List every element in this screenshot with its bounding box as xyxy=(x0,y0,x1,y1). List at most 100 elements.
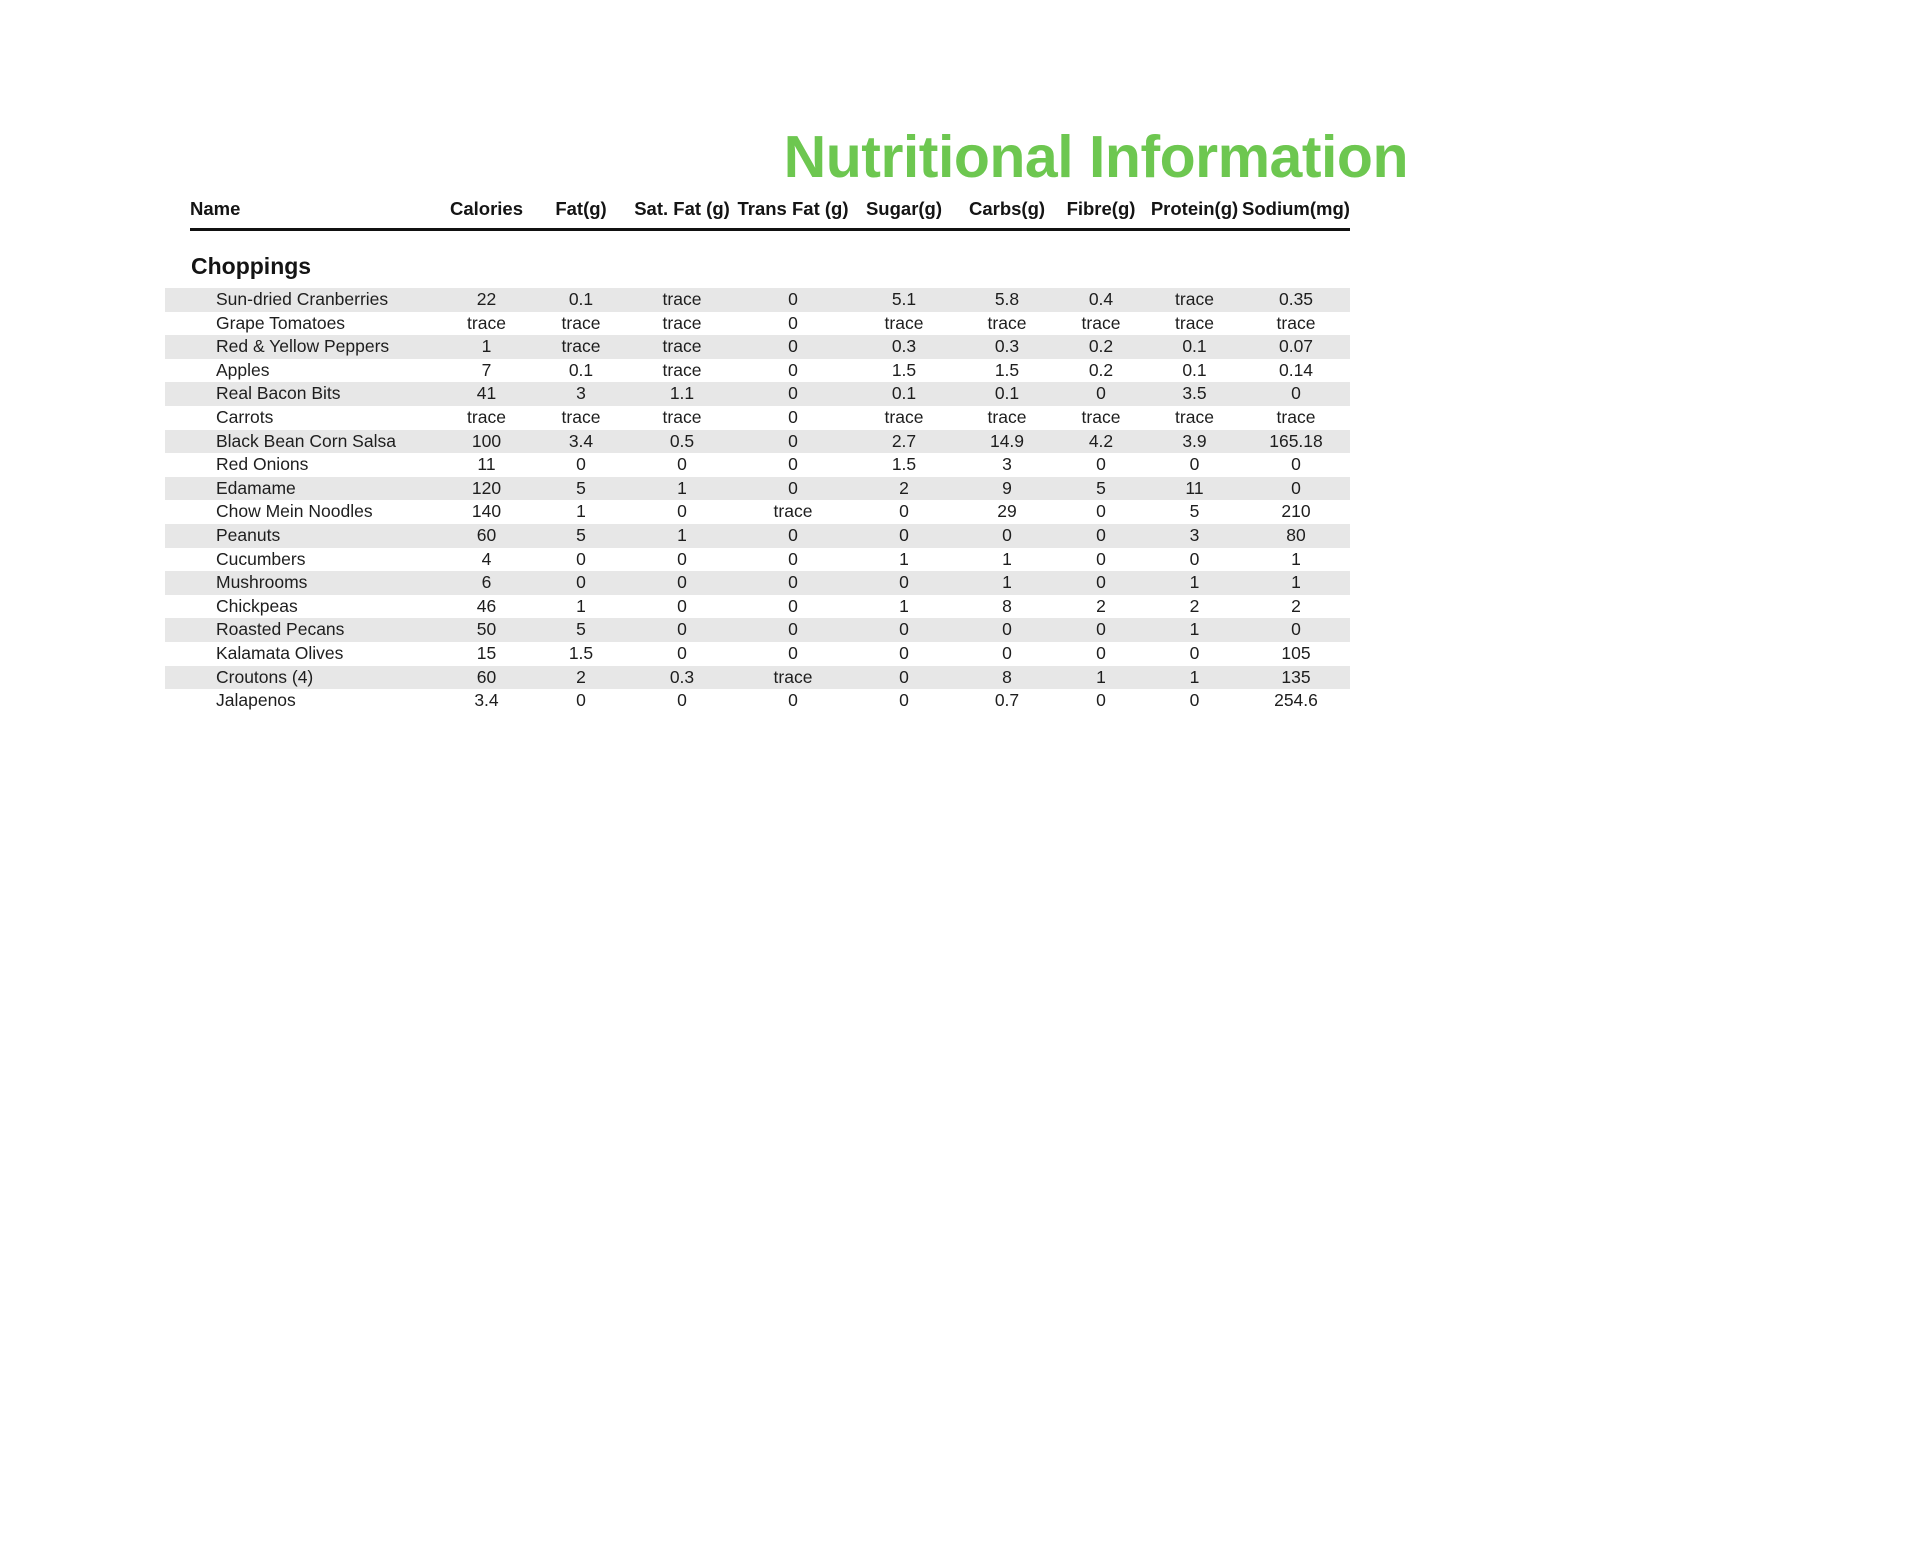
cell-sat-fat: 0.5 xyxy=(627,429,737,454)
cell-sodium: 0 xyxy=(1242,382,1350,406)
cell-item-name: Kalamata Olives xyxy=(216,642,344,663)
cell-sat-fat: trace xyxy=(662,406,702,427)
cell-item-name: Grape Tomatoes xyxy=(216,312,346,333)
table-row[interactable]: Cucumbers 4 0 0 0 1 1 0 0 1 xyxy=(165,548,1350,572)
cell-calories: 60 xyxy=(438,523,535,548)
cell-sugar: 1 xyxy=(899,595,909,616)
cell-sat-fat: 1.1 xyxy=(627,382,737,406)
cell-trans-fat: 0 xyxy=(737,618,849,642)
table-row[interactable]: Peanuts 60 5 1 0 0 0 0 3 80 xyxy=(165,523,1350,548)
column-header-sodium: Sodium(mg) xyxy=(1242,198,1350,231)
cell-sodium: 1 xyxy=(1291,548,1301,569)
cell-carbs: 8 xyxy=(959,665,1055,690)
cell-item-name: Black Bean Corn Salsa xyxy=(190,429,438,454)
cell-sugar: 0 xyxy=(899,690,909,711)
table-row[interactable]: Kalamata Olives 15 1.5 0 0 0 0 0 0 105 xyxy=(165,642,1350,666)
cell-fibre: 0 xyxy=(1096,690,1106,711)
table-row[interactable]: Carrots trace trace trace 0 trace trace trace tr… xyxy=(165,406,1350,430)
table-row[interactable]: Red & Yellow Peppers 1 trace trace 0 0.3 0.3 0.… xyxy=(165,335,1350,359)
table-row[interactable]: Apples 7 0.1 trace 0 1.5 1.5 0.2 0.1 0.14 xyxy=(165,359,1350,383)
cell-trans-fat: 0 xyxy=(737,288,849,312)
cell-fat: 0.1 xyxy=(568,359,594,380)
table-row[interactable]: Grape Tomatoes trace trace trace 0 trace trace… xyxy=(165,312,1350,336)
cell-calories: 60 xyxy=(438,665,535,690)
nutrition-table: Name Calories Fat(g) Sat. Fat (g) Trans … xyxy=(165,198,1350,713)
cell-fat: 3 xyxy=(535,382,627,406)
cell-protein: 1 xyxy=(1147,618,1242,642)
cell-fat: trace xyxy=(561,406,601,427)
cell-carbs: 1 xyxy=(1002,548,1012,569)
table-row[interactable]: Chow Mein Noodles 140 1 0 trace 0 29 0 5 210 xyxy=(165,500,1350,524)
cell-carbs: trace xyxy=(987,312,1027,333)
table-section-header: Choppings xyxy=(165,230,1350,289)
cell-sugar: 0.1 xyxy=(849,382,959,406)
cell-item-name: Red Onions xyxy=(216,454,309,475)
table-row[interactable]: Jalapenos 3.4 0 0 0 0 0.7 0 0 254.6 xyxy=(165,689,1350,713)
page-title: Nutritional Information xyxy=(783,123,1409,190)
cell-trans-fat: 0 xyxy=(788,359,798,380)
table-row[interactable]: Edamame 120 5 1 0 2 9 5 11 0 xyxy=(165,476,1350,501)
table-row[interactable]: Croutons (4) 60 2 0.3 trace 0 8 1 1 135 xyxy=(165,665,1350,690)
cell-sat-fat: 0 xyxy=(677,690,687,711)
cell-fibre: 1 xyxy=(1055,665,1147,690)
cell-carbs: 0 xyxy=(959,618,1055,642)
table-row[interactable]: Roasted Pecans 50 5 0 0 0 0 0 1 0 xyxy=(165,618,1350,642)
cell-fat: 0 xyxy=(535,571,627,595)
row-spacer-cell xyxy=(165,642,190,666)
cell-carbs: 9 xyxy=(959,476,1055,501)
cell-sugar: 0 xyxy=(849,523,959,548)
cell-sat-fat: trace xyxy=(662,359,702,380)
cell-item-name: Real Bacon Bits xyxy=(190,382,438,406)
cell-protein: 5 xyxy=(1189,501,1200,522)
nutrition-table-container: Name Calories Fat(g) Sat. Fat (g) Trans … xyxy=(165,198,1365,713)
cell-item-name: Jalapenos xyxy=(216,690,296,711)
row-spacer-cell xyxy=(165,406,190,430)
table-row[interactable]: Chickpeas 46 1 0 0 1 8 2 2 2 xyxy=(165,595,1350,619)
cell-fibre: 0 xyxy=(1096,548,1106,569)
cell-protein: 0.1 xyxy=(1147,335,1242,359)
cell-protein: 11 xyxy=(1147,476,1242,501)
cell-item-name: Carrots xyxy=(216,406,274,427)
table-row[interactable]: Red Onions 11 0 0 0 1.5 3 0 0 0 xyxy=(165,453,1350,477)
cell-protein: trace xyxy=(1175,312,1214,333)
cell-item-name: Chow Mein Noodles xyxy=(216,501,373,522)
cell-sugar: 0.3 xyxy=(849,335,959,359)
cell-sodium: 0.35 xyxy=(1242,288,1350,312)
cell-calories: 140 xyxy=(471,501,502,522)
cell-protein: trace xyxy=(1175,406,1214,427)
cell-sodium: 210 xyxy=(1281,501,1311,522)
cell-fibre: trace xyxy=(1081,406,1121,427)
cell-fibre: 0 xyxy=(1055,523,1147,548)
cell-sodium: 135 xyxy=(1242,665,1350,690)
cell-sugar: 0 xyxy=(849,618,959,642)
cell-fat: trace xyxy=(561,312,601,333)
table-row[interactable]: Real Bacon Bits 41 3 1.1 0 0.1 0.1 0 3.5 0 xyxy=(165,382,1350,406)
cell-sat-fat: trace xyxy=(627,335,737,359)
table-row[interactable]: Black Bean Corn Salsa 100 3.4 0.5 0 2.7 14.9 4.… xyxy=(165,429,1350,454)
cell-fat: 5 xyxy=(535,476,627,501)
cell-sodium: 0 xyxy=(1291,454,1301,475)
cell-sodium: 80 xyxy=(1242,523,1350,548)
row-spacer-cell xyxy=(165,429,190,454)
cell-sodium: 2 xyxy=(1291,595,1301,616)
column-header-protein: Protein(g) xyxy=(1147,198,1242,231)
cell-sodium: trace xyxy=(1276,312,1316,333)
cell-calories: 7 xyxy=(481,359,492,380)
row-spacer-cell xyxy=(165,359,190,383)
column-header-fat: Fat(g) xyxy=(535,198,627,231)
cell-item-name: Edamame xyxy=(190,476,438,501)
cell-calories: 46 xyxy=(476,595,497,616)
cell-calories: 120 xyxy=(438,476,535,501)
cell-sat-fat: 0.3 xyxy=(627,665,737,690)
cell-fibre: 0 xyxy=(1055,618,1147,642)
table-row[interactable]: Mushrooms 6 0 0 0 0 1 0 1 1 xyxy=(165,571,1350,595)
table-row[interactable]: Sun-dried Cranberries 22 0.1 trace 0 5.1 5.8 0.… xyxy=(165,288,1350,312)
cell-sugar: 0 xyxy=(899,642,909,663)
cell-fat: 1 xyxy=(576,501,586,522)
cell-trans-fat: 0 xyxy=(788,690,798,711)
cell-calories: trace xyxy=(467,406,506,427)
cell-carbs: 0.1 xyxy=(959,382,1055,406)
cell-protein: 0 xyxy=(1189,690,1200,711)
cell-carbs: 1 xyxy=(959,571,1055,595)
